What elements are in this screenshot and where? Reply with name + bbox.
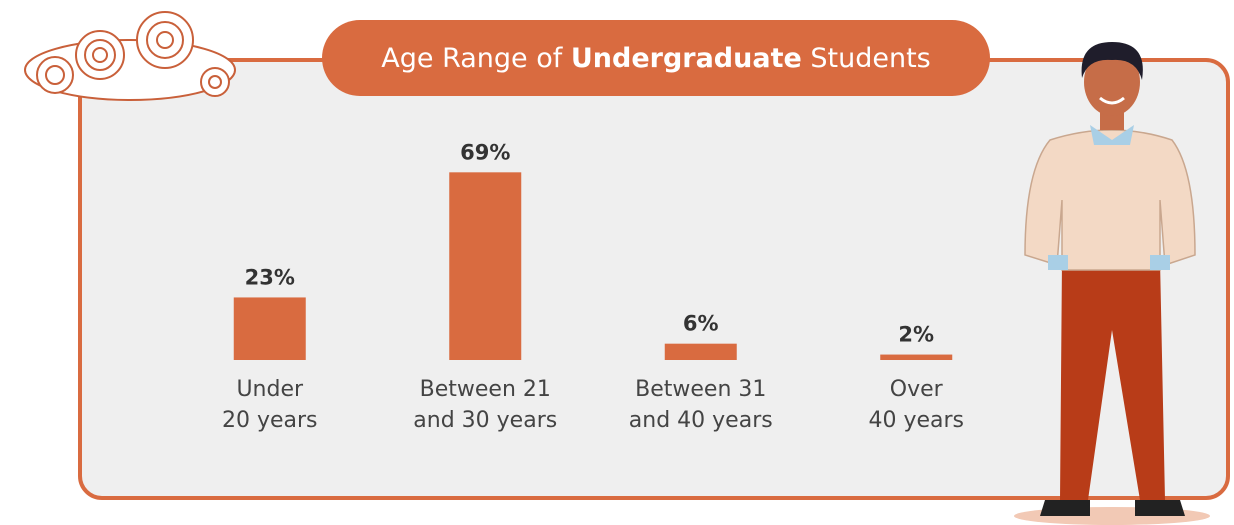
value-label: 2% xyxy=(898,323,934,347)
clouds xyxy=(24,11,236,101)
title-pill xyxy=(322,20,990,96)
category-label: Over xyxy=(890,377,944,402)
bar xyxy=(449,172,522,360)
bar xyxy=(880,354,953,360)
value-label: 69% xyxy=(460,140,510,164)
title-prefix: Age Range of xyxy=(381,43,571,74)
value-label: 23% xyxy=(245,265,295,289)
category-label: 40 years xyxy=(868,408,964,433)
category-label: and 40 years xyxy=(629,408,773,433)
bar xyxy=(664,343,737,360)
category-label: and 30 years xyxy=(413,408,557,433)
value-label: 6% xyxy=(683,312,719,336)
category-label: Between 21 xyxy=(420,377,551,402)
category-label: Under xyxy=(236,377,304,402)
category-label: 20 years xyxy=(222,408,318,433)
category-label: Between 31 xyxy=(635,377,766,402)
chart-title: Age Range of Undergraduate Students xyxy=(381,43,930,74)
title-emphasis: Undergraduate xyxy=(571,43,802,74)
title-suffix: Students xyxy=(802,43,931,74)
person-illustration xyxy=(1014,42,1210,525)
bar xyxy=(233,297,306,360)
